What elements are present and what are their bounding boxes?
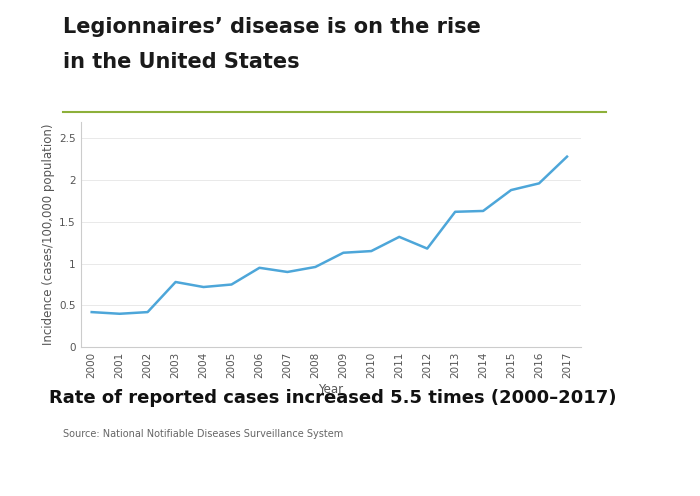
Text: in the United States: in the United States <box>63 52 300 72</box>
Text: Legionnaires’ disease is on the rise: Legionnaires’ disease is on the rise <box>63 17 481 37</box>
Text: Source: National Notifiable Diseases Surveillance System: Source: National Notifiable Diseases Sur… <box>63 429 343 439</box>
Text: Centers for Disease Control and Prevention (CDC): Centers for Disease Control and Preventi… <box>220 471 480 481</box>
Y-axis label: Incidence (cases/100,000 population): Incidence (cases/100,000 population) <box>42 124 55 345</box>
X-axis label: Year: Year <box>318 382 343 396</box>
Text: Rate of reported cases increased 5.5 times (2000–2017): Rate of reported cases increased 5.5 tim… <box>49 389 616 407</box>
